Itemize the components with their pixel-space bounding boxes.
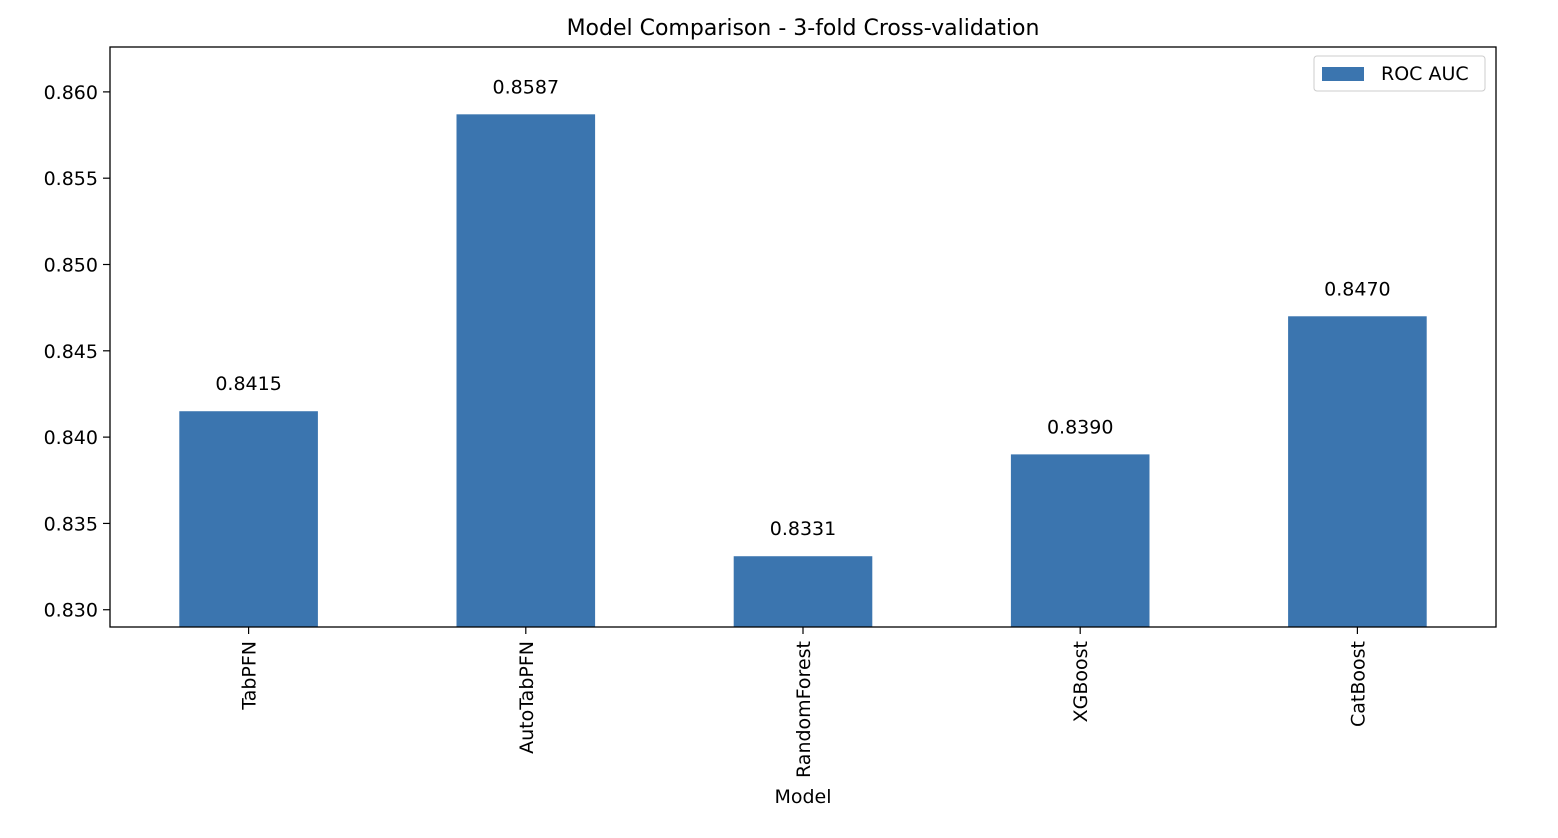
bar-xgboost: [1010, 454, 1150, 627]
legend-label: ROC AUC: [1381, 63, 1469, 85]
legend-swatch: [1322, 67, 1364, 81]
bar-randomforest: [733, 556, 873, 627]
y-tick-label: 0.835: [44, 513, 98, 535]
bar-value-labels: 0.8415 0.8587 0.8331 0.8390 0.8470: [215, 76, 1390, 540]
bars: [179, 114, 1427, 628]
x-tick-label: CatBoost: [1347, 641, 1369, 727]
y-tick-label: 0.845: [44, 341, 98, 363]
bar-value-label: 0.8415: [215, 373, 281, 395]
y-tick-label: 0.850: [44, 255, 98, 277]
chart-title: Model Comparison - 3-fold Cross-validati…: [567, 16, 1040, 41]
y-tick-label: 0.860: [44, 82, 98, 104]
y-axis-ticks: 0.830 0.835 0.840 0.845 0.850 0.855 0.860: [44, 82, 110, 622]
bar-catboost: [1288, 316, 1427, 627]
x-tick-label: XGBoost: [1070, 641, 1092, 722]
y-tick-label: 0.855: [44, 168, 98, 190]
bar-value-label: 0.8470: [1324, 278, 1390, 300]
x-axis-label: Model: [774, 786, 831, 808]
x-tick-label: TabPFN: [239, 641, 261, 711]
legend-box: [1313, 55, 1486, 92]
bar-tabpfn: [179, 411, 318, 627]
x-tick-label: AutoTabPFN: [516, 641, 538, 754]
plot-area-frame: [109, 46, 1497, 628]
legend: ROC AUC: [1313, 55, 1486, 92]
y-tick-label: 0.840: [44, 427, 98, 449]
x-tick-label: RandomForest: [793, 641, 815, 778]
y-tick-label: 0.830: [44, 600, 98, 622]
bar-value-label: 0.8390: [1047, 416, 1113, 438]
bar-autotabpfn: [456, 114, 596, 628]
bar-value-label: 0.8587: [493, 76, 559, 98]
x-axis-ticks: TabPFN AutoTabPFN RandomForest XGBoost CatBo…: [239, 627, 1369, 778]
bar-value-label: 0.8331: [770, 518, 836, 540]
